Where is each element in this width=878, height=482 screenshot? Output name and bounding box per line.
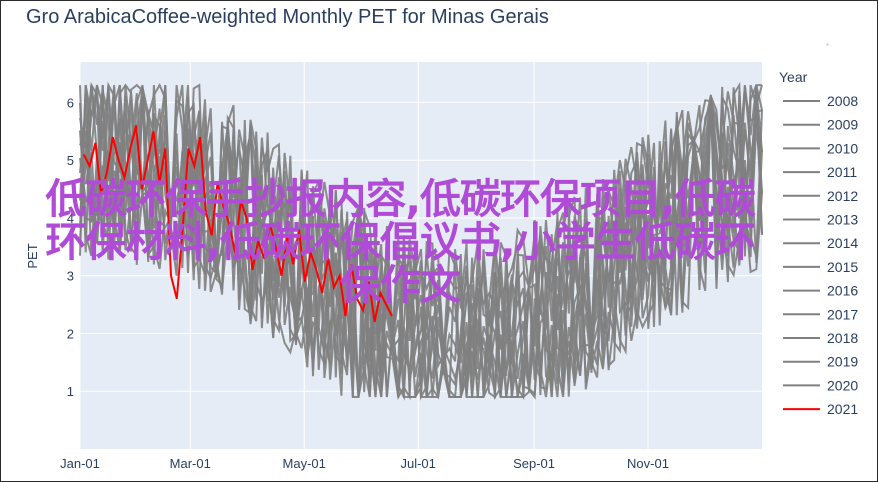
- legend: Year 2008 2009 2010 2011 2012 2013 2014 2015 2016…: [779, 69, 858, 417]
- y-tick-label: 5: [67, 153, 74, 168]
- legend-item-2010: 2010: [827, 140, 858, 156]
- series-line-2019: [79, 83, 763, 398]
- y-tick-label: 3: [67, 269, 74, 284]
- y-tick-label: 6: [67, 95, 74, 110]
- y-tick-label: 1: [67, 384, 74, 399]
- legend-item-2013: 2013: [827, 212, 858, 228]
- legend-item-2017: 2017: [827, 306, 858, 322]
- x-tick-label: Mar-01: [170, 456, 211, 471]
- legend-item-2012: 2012: [827, 188, 858, 204]
- legend-item-2008: 2008: [827, 93, 858, 109]
- grey-series-group: [79, 81, 763, 401]
- red-series-group: [82, 125, 393, 323]
- x-axis: Jan-01 Mar-01 May-01 Jul-01 Sep-01 Nov-01: [60, 456, 669, 471]
- watermark-line-2: 环保材料,低碳环保倡议书,小学生低碳环: [45, 218, 755, 266]
- y-axis: 1 2 3 4 5 6: [67, 95, 74, 399]
- legend-item-2015: 2015: [827, 259, 858, 275]
- legend-item-2014: 2014: [827, 235, 858, 251]
- watermark-line-1: 低碳环保手抄报内容,低碳环保项目,低碳: [45, 175, 755, 223]
- series-line-2016: [79, 81, 763, 398]
- y-axis-label: PET: [25, 243, 40, 268]
- legend-item-2020: 2020: [827, 377, 858, 393]
- series-line-2021: [82, 125, 393, 323]
- x-tick-label: Jul-01: [400, 456, 435, 471]
- x-tick-label: Jan-01: [60, 456, 100, 471]
- legend-title: Year: [779, 69, 808, 85]
- y-tick-label: 4: [67, 211, 74, 226]
- series-line-2020: [79, 81, 763, 401]
- chart-title: Gro ArabicaCoffee-weighted Monthly PET f…: [26, 6, 549, 28]
- x-tick-label: Nov-01: [627, 456, 669, 471]
- legend-item-2019: 2019: [827, 354, 858, 370]
- series-line-2009: [79, 85, 763, 398]
- legend-item-2011: 2011: [827, 164, 857, 180]
- legend-item-2009: 2009: [827, 117, 858, 133]
- legend-item-2016: 2016: [827, 283, 858, 299]
- modebar-icon[interactable]: ▪: [826, 40, 829, 49]
- x-tick-label: May-01: [283, 456, 326, 471]
- legend-item-2021: 2021: [827, 401, 858, 417]
- x-tick-label: Sep-01: [513, 456, 555, 471]
- watermark-text: 低碳环保手抄报内容,低碳环保项目,低碳 环保材料,低碳环保倡议书,小学生低碳环 …: [0, 178, 800, 307]
- y-tick-label: 2: [67, 326, 74, 341]
- series-line-2013: [79, 84, 763, 400]
- watermark-line-3: 保作文: [340, 261, 461, 309]
- legend-item-2018: 2018: [827, 330, 858, 346]
